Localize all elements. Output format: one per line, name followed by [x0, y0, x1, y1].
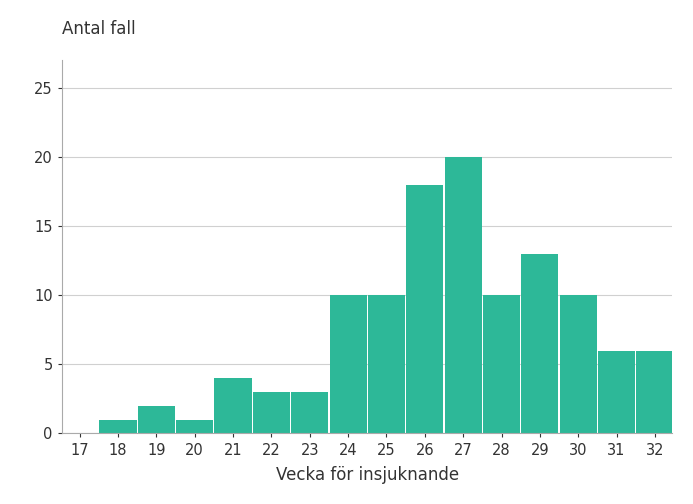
Bar	[483, 295, 520, 433]
Bar	[176, 420, 213, 433]
Bar	[99, 420, 137, 433]
Bar	[329, 295, 367, 433]
Bar	[214, 378, 252, 433]
Bar	[636, 351, 674, 433]
Bar	[368, 295, 405, 433]
Bar	[291, 392, 328, 433]
Bar	[560, 295, 597, 433]
Bar	[406, 185, 444, 433]
Bar	[521, 254, 559, 433]
X-axis label: Vecka för insjuknande: Vecka för insjuknande	[276, 467, 459, 484]
Bar	[445, 157, 482, 433]
Bar	[598, 351, 635, 433]
Bar	[138, 406, 175, 433]
Bar	[253, 392, 290, 433]
Text: Antal fall: Antal fall	[62, 20, 136, 38]
